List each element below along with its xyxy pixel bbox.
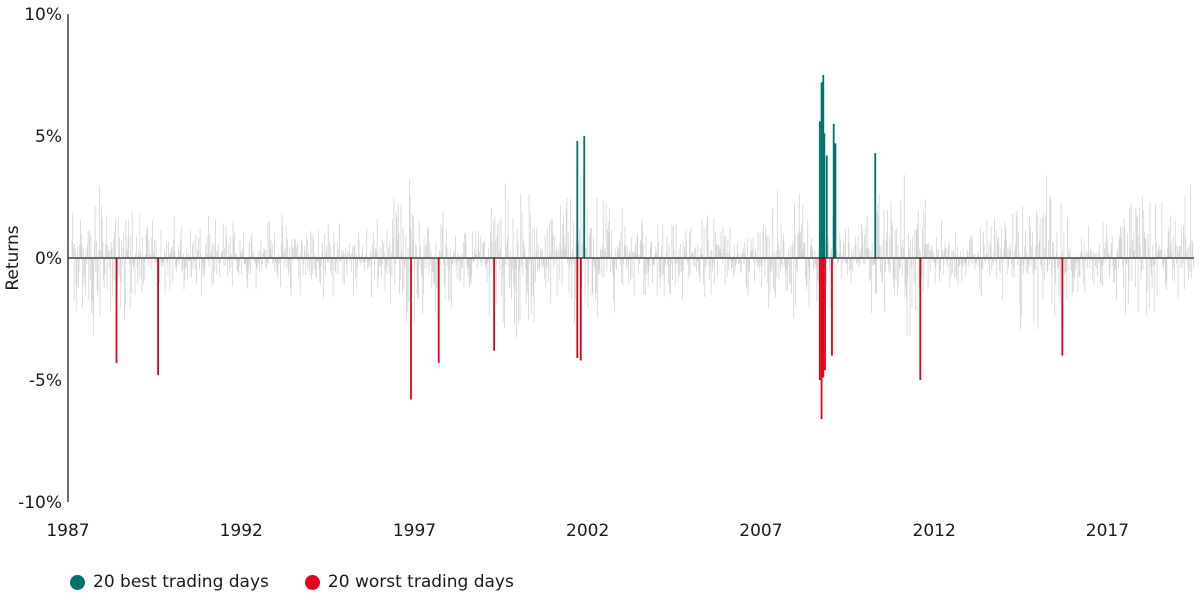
x-tick-label: 2007 — [739, 521, 782, 541]
x-tick-label: 2002 — [566, 521, 609, 541]
y-tick-label: -5% — [29, 371, 62, 391]
y-tick-label: 0% — [35, 249, 62, 269]
y-axis-title: Returns — [3, 225, 23, 290]
legend-label-best: 20 best trading days — [93, 572, 269, 592]
legend-label-worst: 20 worst trading days — [327, 572, 514, 592]
y-tick-label: -10% — [18, 493, 62, 513]
x-tick-label: 1987 — [46, 521, 89, 541]
x-tick-label: 1992 — [220, 521, 263, 541]
legend-item-best: 20 best trading days — [70, 572, 269, 592]
legend-item-worst: 20 worst trading days — [304, 572, 514, 592]
y-tick-label: 10% — [24, 5, 62, 25]
legend-swatch-best — [70, 574, 85, 590]
legend-swatch-worst — [304, 574, 320, 590]
y-tick-label: 5% — [35, 127, 62, 147]
legend: 20 best trading days 20 worst trading da… — [70, 572, 514, 592]
x-tick-label: 1997 — [393, 521, 436, 541]
x-tick-label: 2017 — [1086, 521, 1129, 541]
background-returns — [71, 175, 1194, 339]
x-tick-label: 2012 — [913, 521, 956, 541]
